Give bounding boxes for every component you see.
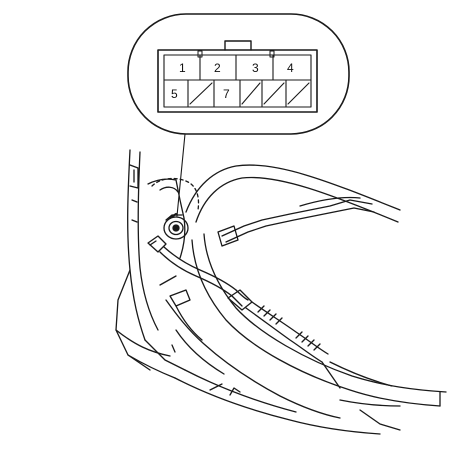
lock-tab — [224, 40, 252, 51]
pin-label: 7 — [223, 87, 230, 101]
blank-pin-slash — [189, 82, 213, 105]
pin-label: 1 — [179, 61, 186, 75]
blank-pin-slash — [263, 82, 285, 105]
key-right — [269, 50, 275, 58]
pin-label: 5 — [171, 87, 178, 101]
wiring-harness-illustration — [115, 149, 447, 435]
pillar-edge — [127, 149, 146, 341]
leader-line — [176, 133, 186, 217]
connector-inner-frame — [163, 54, 312, 108]
blank-pin-slash — [241, 82, 261, 105]
pin-label: 4 — [287, 61, 294, 75]
callout-capsule — [127, 13, 350, 135]
pin-label: 3 — [252, 61, 259, 75]
connector-housing — [157, 49, 318, 113]
blank-pin-slash — [287, 82, 310, 105]
connector-callout: 1 2 3 4 5 7 — [127, 13, 350, 217]
pin-label: 2 — [214, 61, 221, 75]
connector-in-vehicle — [163, 212, 189, 240]
